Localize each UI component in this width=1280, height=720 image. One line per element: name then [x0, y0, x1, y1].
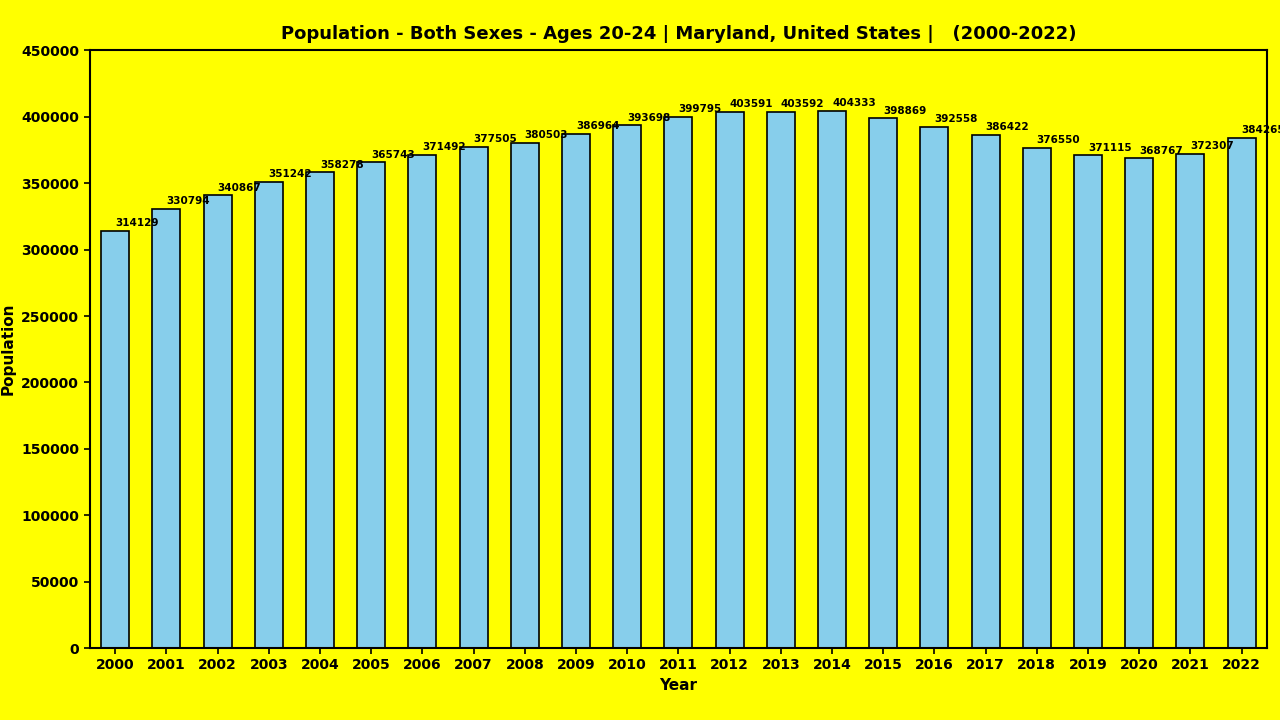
Text: 398869: 398869	[883, 106, 927, 116]
Bar	[1023, 148, 1051, 648]
Bar	[664, 117, 692, 648]
Text: 380503: 380503	[525, 130, 568, 140]
Bar	[357, 162, 385, 648]
Bar	[869, 118, 897, 648]
Text: 351242: 351242	[269, 169, 312, 179]
Bar	[1074, 155, 1102, 648]
Text: 399795: 399795	[678, 104, 722, 114]
Text: 372307: 372307	[1190, 141, 1234, 151]
Text: 403591: 403591	[730, 99, 773, 109]
Text: 392558: 392558	[934, 114, 978, 124]
Text: 368767: 368767	[1139, 145, 1183, 156]
Text: 393698: 393698	[627, 112, 671, 122]
Bar	[255, 181, 283, 648]
Bar	[716, 112, 744, 648]
Text: 386422: 386422	[986, 122, 1029, 132]
Bar	[1176, 153, 1204, 648]
Bar	[613, 125, 641, 648]
X-axis label: Year: Year	[659, 678, 698, 693]
Text: 358278: 358278	[320, 160, 364, 169]
Bar	[972, 135, 1000, 648]
Bar	[767, 112, 795, 648]
Bar	[408, 155, 436, 648]
Text: 386964: 386964	[576, 122, 620, 132]
Bar	[101, 231, 129, 648]
Text: 376550: 376550	[1037, 135, 1080, 145]
Text: 314129: 314129	[115, 218, 159, 228]
Bar	[562, 134, 590, 648]
Text: 384265: 384265	[1242, 125, 1280, 135]
Bar	[818, 111, 846, 648]
Bar	[204, 195, 232, 648]
Bar	[460, 147, 488, 648]
Text: 340867: 340867	[218, 183, 261, 193]
Bar	[920, 127, 948, 648]
Bar	[152, 209, 180, 648]
Bar	[1228, 138, 1256, 648]
Text: 403592: 403592	[781, 99, 824, 109]
Text: 330794: 330794	[166, 196, 210, 206]
Text: 371492: 371492	[422, 142, 466, 152]
Text: 365743: 365743	[371, 150, 415, 160]
Bar	[511, 143, 539, 648]
Bar	[306, 172, 334, 648]
Text: 377505: 377505	[474, 134, 517, 144]
Y-axis label: Population: Population	[0, 303, 15, 395]
Text: 371115: 371115	[1088, 143, 1132, 153]
Text: 404333: 404333	[832, 99, 876, 109]
Bar	[1125, 158, 1153, 648]
Title: Population - Both Sexes - Ages 20-24 | Maryland, United States |   (2000-2022): Population - Both Sexes - Ages 20-24 | M…	[280, 25, 1076, 43]
